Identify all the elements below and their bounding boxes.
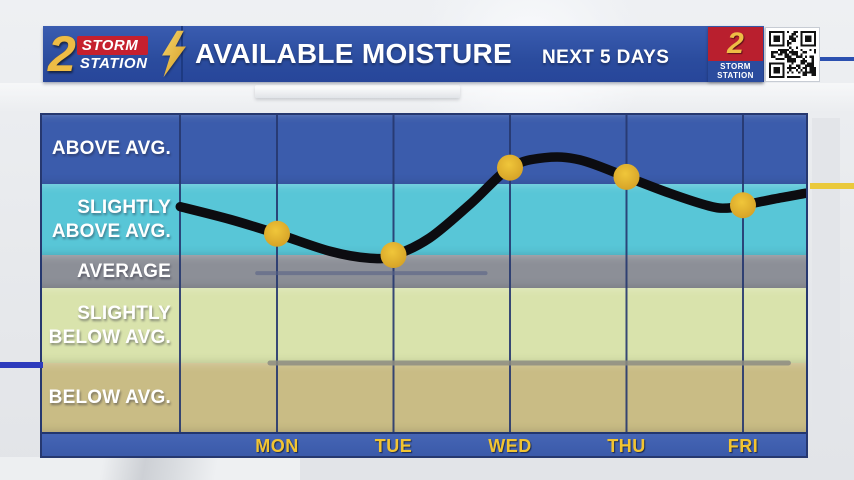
- corner-logo-storm: STORM: [720, 62, 751, 71]
- band-above-avg: ABOVE AVG.: [40, 113, 808, 184]
- moisture-curve: [175, 152, 808, 264]
- day-label-mon: MON: [255, 436, 299, 456]
- qr-code: [765, 27, 820, 82]
- page-title: AVAILABLE MOISTURE: [195, 38, 513, 69]
- header-text: AVAILABLE MOISTURE NEXT 5 DAYS: [183, 38, 669, 70]
- data-point-wed: [497, 154, 523, 181]
- left-edge-accent: [0, 362, 43, 368]
- data-point-thu: [613, 163, 640, 190]
- moisture-curve-plot: [175, 113, 808, 432]
- day-label-thu: THU: [607, 436, 646, 456]
- lightning-bolt-icon: [162, 30, 186, 78]
- data-point-tue: [380, 242, 407, 268]
- data-point-fri: [730, 192, 756, 219]
- band-label-average: AVERAGE: [77, 260, 171, 282]
- station-logo-number: 2: [48, 26, 76, 82]
- station-logo: 2 STORM STATION: [43, 26, 186, 82]
- day-axis: MON TUE WED THU FRI: [40, 432, 808, 458]
- day-label-wed: WED: [488, 436, 532, 456]
- header-divider: [181, 26, 183, 82]
- header-bar: 2 STORM STATION AVAILABLE MOISTURE NEXT …: [43, 26, 764, 82]
- station-logo-storm: STORM: [76, 35, 148, 55]
- band-below-avg: BELOW AVG.: [40, 363, 808, 432]
- band-label-slightly-below-avg: SLIGHTLY BELOW AVG.: [48, 302, 171, 348]
- background-swoosh: [0, 457, 300, 480]
- band-label-above-avg: ABOVE AVG.: [51, 137, 171, 159]
- day-label-fri: FRI: [727, 436, 759, 456]
- station-logo-text: STORM STATION: [76, 35, 148, 73]
- timeframe-label: NEXT 5 DAYS: [542, 47, 670, 68]
- corner-logo-station: STATION: [717, 71, 754, 81]
- corner-logo-text: STORM STATION: [708, 61, 763, 83]
- right-edge-accent: [810, 183, 854, 189]
- band-slightly-below-avg: SLIGHTLY BELOW AVG.: [40, 288, 808, 363]
- corner-station-logo: 2 STORM STATION: [708, 27, 763, 83]
- day-label-tue: TUE: [374, 436, 413, 456]
- background-right-panel: [812, 118, 840, 438]
- background-bevel-bar: [255, 85, 460, 98]
- corner-logo-number: 2: [727, 27, 744, 60]
- moisture-bands: ABOVE AVG. SLIGHTLY ABOVE AVG. AVERAGE SLIG…: [40, 113, 808, 432]
- band-label-slightly-above-avg: SLIGHTLY ABOVE AVG.: [51, 196, 171, 242]
- data-point-mon: [264, 220, 290, 247]
- header-tail-line: [820, 57, 854, 61]
- moisture-chart: ABOVE AVG. SLIGHTLY ABOVE AVG. AVERAGE SLIG…: [40, 113, 808, 458]
- band-label-below-avg: BELOW AVG.: [48, 386, 171, 408]
- station-logo-station: STATION: [79, 55, 148, 72]
